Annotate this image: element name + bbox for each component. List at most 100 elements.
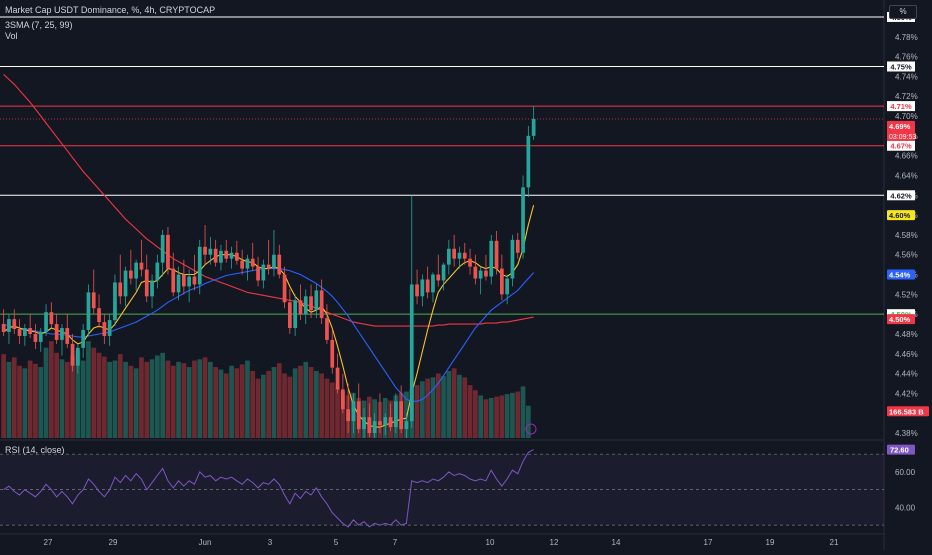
x-tick-label: 10 bbox=[486, 538, 495, 547]
volume-bar bbox=[467, 385, 473, 438]
percent-scale-button[interactable]: % bbox=[889, 5, 917, 19]
candle-body bbox=[272, 254, 276, 269]
volume-bar bbox=[430, 377, 436, 438]
volume-bar bbox=[319, 373, 324, 438]
volume-bar bbox=[213, 367, 218, 438]
y-tick-label: 4.64% bbox=[895, 171, 918, 180]
candle-body bbox=[49, 312, 54, 325]
volume-bar bbox=[494, 396, 499, 438]
line-price-badge bbox=[887, 101, 915, 112]
candle-body bbox=[197, 246, 202, 285]
y-tick-label: 4.66% bbox=[895, 152, 918, 161]
candle-body bbox=[261, 264, 266, 281]
volume-bar bbox=[133, 368, 139, 438]
candle-body bbox=[425, 279, 430, 293]
volume-legend[interactable]: Vol bbox=[5, 31, 18, 41]
volume-bar bbox=[335, 387, 340, 438]
candle-body bbox=[86, 292, 91, 331]
candle-body bbox=[160, 234, 165, 263]
y-tick-label: 4.74% bbox=[895, 72, 918, 81]
candle-body bbox=[219, 250, 223, 263]
volume-bar bbox=[86, 341, 91, 438]
candle-body bbox=[1, 324, 6, 332]
candle-body bbox=[150, 280, 154, 297]
candle-body bbox=[75, 347, 80, 366]
volume-bar bbox=[234, 368, 240, 438]
candle-body bbox=[478, 270, 483, 279]
volume-bar bbox=[223, 373, 229, 438]
volume-bar bbox=[457, 374, 462, 438]
volume-bar bbox=[117, 354, 123, 438]
price-badge-label: 4.69% bbox=[889, 122, 911, 131]
candle-body bbox=[17, 329, 22, 336]
candle-body bbox=[319, 290, 324, 319]
candle-body bbox=[515, 239, 520, 253]
volume-bar bbox=[6, 361, 12, 438]
price-badge-label: 4.60% bbox=[889, 211, 911, 220]
volume-bar bbox=[314, 370, 319, 438]
price-badge-label: 166.583 B bbox=[889, 407, 924, 416]
candle-body bbox=[181, 274, 186, 287]
candle-body bbox=[91, 292, 96, 309]
candle-body bbox=[431, 274, 435, 293]
candle-body bbox=[473, 266, 478, 279]
y-tick-label: 4.56% bbox=[895, 251, 918, 260]
candle-body bbox=[155, 262, 160, 281]
candle-body bbox=[171, 268, 176, 293]
candle-body bbox=[277, 254, 282, 275]
candle-body bbox=[452, 248, 457, 259]
volume-bar bbox=[80, 360, 86, 438]
line-price-badge bbox=[887, 190, 915, 201]
sma99-line bbox=[3, 73, 534, 327]
candle-body bbox=[531, 118, 536, 136]
candle-body bbox=[128, 270, 133, 279]
candle-body bbox=[107, 320, 112, 336]
volume-bar bbox=[462, 377, 468, 438]
volume-bar bbox=[22, 368, 28, 438]
volume-bar bbox=[176, 361, 181, 438]
volume-bar bbox=[483, 399, 489, 438]
volume-bar bbox=[192, 360, 197, 438]
x-tick-label: 29 bbox=[109, 538, 118, 547]
candle-body bbox=[113, 282, 117, 321]
x-tick-label: 12 bbox=[550, 538, 559, 547]
volume-bar bbox=[245, 360, 250, 438]
candle-body bbox=[38, 331, 43, 342]
volume-bar bbox=[160, 352, 165, 438]
candle-body bbox=[404, 421, 409, 430]
candle-body bbox=[54, 324, 59, 340]
candle-body bbox=[372, 421, 377, 434]
candle-body bbox=[489, 240, 494, 277]
y-tick-label: 4.76% bbox=[895, 53, 918, 62]
x-tick-label: 21 bbox=[830, 538, 839, 547]
candle-body bbox=[28, 328, 33, 334]
candle-body bbox=[240, 260, 245, 269]
candle-body bbox=[266, 264, 271, 269]
candle-body bbox=[166, 234, 170, 269]
volume-bar bbox=[128, 365, 134, 438]
volume-bar bbox=[478, 395, 483, 438]
sma-legend[interactable]: 3SMA (7, 25, 99) bbox=[5, 20, 73, 30]
symbol-title[interactable]: Market Cap USDT Dominance, %, 4h, CRYPTO… bbox=[5, 5, 216, 15]
x-tick-label: 7 bbox=[393, 538, 398, 547]
volume-bar bbox=[11, 357, 17, 438]
candle-body bbox=[457, 252, 462, 259]
candle-body bbox=[346, 409, 351, 422]
volume-bar bbox=[340, 391, 346, 438]
volume-bar bbox=[303, 361, 309, 438]
volume-bar bbox=[43, 347, 49, 438]
x-tick-label: 19 bbox=[766, 538, 775, 547]
volume-bar bbox=[170, 365, 176, 438]
volume-bar bbox=[102, 356, 107, 438]
volume-bar bbox=[33, 363, 38, 438]
volume-bar bbox=[298, 365, 303, 438]
candle-body bbox=[282, 274, 287, 303]
candle-body bbox=[399, 401, 404, 430]
rsi-legend[interactable]: RSI (14, close) bbox=[5, 445, 65, 455]
candle-body bbox=[309, 296, 313, 311]
y-tick-label: 4.48% bbox=[895, 330, 918, 339]
line-price-badge bbox=[887, 140, 915, 151]
volume-bar bbox=[54, 352, 59, 438]
